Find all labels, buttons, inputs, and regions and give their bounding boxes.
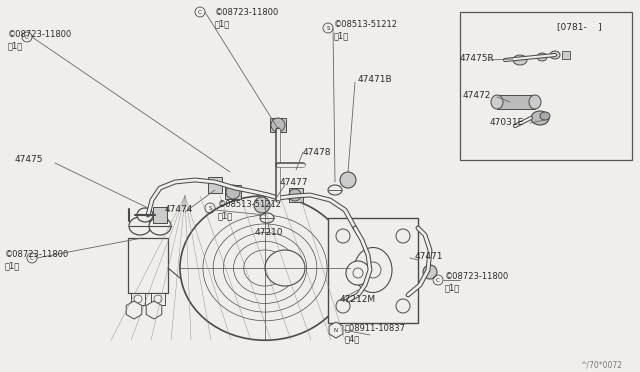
- Ellipse shape: [537, 53, 547, 61]
- Bar: [131, 293, 145, 305]
- Text: 47475R: 47475R: [460, 54, 495, 63]
- Circle shape: [254, 197, 270, 213]
- Circle shape: [271, 118, 285, 132]
- Text: ©08723-11800
（1）: ©08723-11800 （1）: [8, 30, 72, 50]
- Text: 47031E: 47031E: [490, 118, 524, 127]
- Text: ©08723-11800
（1）: ©08723-11800 （1）: [445, 272, 509, 292]
- Text: ^/70*0072: ^/70*0072: [580, 360, 622, 369]
- Circle shape: [340, 172, 356, 188]
- Bar: [225, 185, 241, 199]
- Text: C: C: [30, 256, 34, 260]
- Bar: [153, 207, 167, 223]
- Ellipse shape: [137, 208, 153, 222]
- Ellipse shape: [540, 112, 550, 120]
- Text: 47474: 47474: [165, 205, 193, 214]
- Ellipse shape: [529, 95, 541, 109]
- Text: S: S: [326, 26, 330, 31]
- Polygon shape: [329, 322, 343, 338]
- Text: ©08513-51212
（1）: ©08513-51212 （1）: [334, 20, 398, 40]
- Text: 47472: 47472: [463, 91, 492, 100]
- Text: ©08723-11800
（1）: ©08723-11800 （1）: [215, 8, 279, 28]
- Text: 47471B: 47471B: [358, 75, 392, 84]
- Text: ©08723-11800
（1）: ©08723-11800 （1）: [5, 250, 69, 270]
- Bar: [497, 95, 535, 109]
- Ellipse shape: [550, 51, 560, 59]
- Bar: [562, 51, 570, 59]
- Bar: [270, 118, 286, 132]
- Bar: [128, 238, 168, 293]
- Ellipse shape: [328, 185, 342, 195]
- Bar: [460, 12, 632, 160]
- Ellipse shape: [513, 55, 527, 65]
- Text: C: C: [436, 278, 440, 282]
- Bar: [289, 188, 303, 202]
- Text: Ⓝ08911-10837
（4）: Ⓝ08911-10837 （4）: [345, 323, 406, 343]
- Text: 47475: 47475: [15, 155, 44, 164]
- Ellipse shape: [129, 217, 151, 235]
- Ellipse shape: [265, 250, 305, 286]
- Polygon shape: [146, 301, 162, 319]
- Bar: [151, 293, 165, 305]
- Ellipse shape: [260, 213, 274, 223]
- Text: N: N: [334, 327, 338, 333]
- Ellipse shape: [531, 111, 549, 125]
- Bar: [328, 218, 418, 323]
- Bar: [208, 177, 222, 193]
- Ellipse shape: [491, 95, 503, 109]
- Text: C: C: [198, 10, 202, 15]
- Text: 47471: 47471: [415, 252, 444, 261]
- Ellipse shape: [149, 217, 171, 235]
- Circle shape: [423, 265, 437, 279]
- Text: 47210: 47210: [255, 228, 284, 237]
- Circle shape: [226, 185, 240, 199]
- Circle shape: [346, 261, 370, 285]
- Text: 47477: 47477: [280, 178, 308, 187]
- Polygon shape: [126, 301, 142, 319]
- Text: [0781-    ]: [0781- ]: [557, 22, 602, 31]
- Text: ©08513-51212
（1）: ©08513-51212 （1）: [218, 200, 282, 220]
- Text: 47478: 47478: [303, 148, 332, 157]
- Text: S: S: [208, 205, 212, 211]
- Text: C: C: [25, 35, 29, 39]
- Text: 47212M: 47212M: [340, 295, 376, 304]
- Circle shape: [289, 189, 301, 201]
